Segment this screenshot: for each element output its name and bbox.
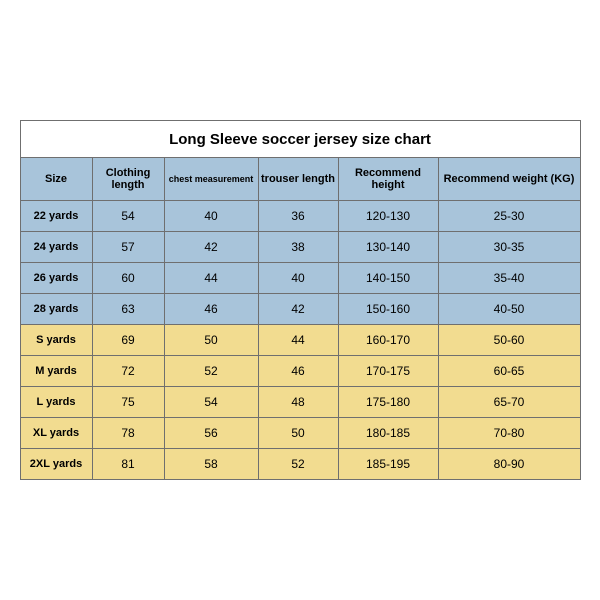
- table-title: Long Sleeve soccer jersey size chart: [20, 121, 580, 158]
- value-cell: 65-70: [438, 387, 580, 418]
- value-cell: 38: [258, 232, 338, 263]
- value-cell: 140-150: [338, 263, 438, 294]
- col-header-recommend-height: Recommend height: [338, 158, 438, 201]
- value-cell: 52: [164, 356, 258, 387]
- table-row: 24 yards574238130-14030-35: [20, 232, 580, 263]
- value-cell: 48: [258, 387, 338, 418]
- value-cell: 54: [164, 387, 258, 418]
- page-container: Long Sleeve soccer jersey size chart Siz…: [0, 0, 600, 600]
- value-cell: 25-30: [438, 201, 580, 232]
- table-row: 28 yards634642150-16040-50: [20, 294, 580, 325]
- value-cell: 40: [258, 263, 338, 294]
- value-cell: 50-60: [438, 325, 580, 356]
- value-cell: 36: [258, 201, 338, 232]
- table-row: XL yards785650180-18570-80: [20, 418, 580, 449]
- table-row: S yards695044160-17050-60: [20, 325, 580, 356]
- size-cell: 2XL yards: [20, 449, 92, 480]
- table-row: 22 yards544036120-13025-30: [20, 201, 580, 232]
- size-cell: L yards: [20, 387, 92, 418]
- value-cell: 60: [92, 263, 164, 294]
- size-chart-table: Long Sleeve soccer jersey size chart Siz…: [20, 120, 581, 480]
- size-cell: M yards: [20, 356, 92, 387]
- value-cell: 52: [258, 449, 338, 480]
- value-cell: 150-160: [338, 294, 438, 325]
- value-cell: 40-50: [438, 294, 580, 325]
- value-cell: 58: [164, 449, 258, 480]
- value-cell: 30-35: [438, 232, 580, 263]
- size-cell: 28 yards: [20, 294, 92, 325]
- size-cell: 22 yards: [20, 201, 92, 232]
- value-cell: 72: [92, 356, 164, 387]
- size-cell: XL yards: [20, 418, 92, 449]
- col-header-size: Size: [20, 158, 92, 201]
- value-cell: 46: [164, 294, 258, 325]
- value-cell: 44: [258, 325, 338, 356]
- table-row: M yards725246170-17560-65: [20, 356, 580, 387]
- value-cell: 80-90: [438, 449, 580, 480]
- value-cell: 185-195: [338, 449, 438, 480]
- value-cell: 160-170: [338, 325, 438, 356]
- value-cell: 180-185: [338, 418, 438, 449]
- size-cell: 24 yards: [20, 232, 92, 263]
- value-cell: 50: [258, 418, 338, 449]
- col-header-trouser-length: trouser length: [258, 158, 338, 201]
- value-cell: 175-180: [338, 387, 438, 418]
- value-cell: 54: [92, 201, 164, 232]
- value-cell: 120-130: [338, 201, 438, 232]
- value-cell: 42: [258, 294, 338, 325]
- table-row: L yards755448175-18065-70: [20, 387, 580, 418]
- value-cell: 130-140: [338, 232, 438, 263]
- size-cell: 26 yards: [20, 263, 92, 294]
- size-cell: S yards: [20, 325, 92, 356]
- value-cell: 81: [92, 449, 164, 480]
- table-row: 26 yards604440140-15035-40: [20, 263, 580, 294]
- value-cell: 78: [92, 418, 164, 449]
- value-cell: 56: [164, 418, 258, 449]
- value-cell: 60-65: [438, 356, 580, 387]
- col-header-chest: chest measurement: [164, 158, 258, 201]
- header-row: Size Clothing length chest measurement t…: [20, 158, 580, 201]
- value-cell: 44: [164, 263, 258, 294]
- value-cell: 69: [92, 325, 164, 356]
- value-cell: 50: [164, 325, 258, 356]
- title-row: Long Sleeve soccer jersey size chart: [20, 121, 580, 158]
- value-cell: 35-40: [438, 263, 580, 294]
- col-header-recommend-weight: Recommend weight (KG): [438, 158, 580, 201]
- value-cell: 75: [92, 387, 164, 418]
- value-cell: 42: [164, 232, 258, 263]
- table-row: 2XL yards815852185-19580-90: [20, 449, 580, 480]
- value-cell: 63: [92, 294, 164, 325]
- col-header-clothing-length: Clothing length: [92, 158, 164, 201]
- value-cell: 40: [164, 201, 258, 232]
- value-cell: 46: [258, 356, 338, 387]
- value-cell: 57: [92, 232, 164, 263]
- value-cell: 70-80: [438, 418, 580, 449]
- value-cell: 170-175: [338, 356, 438, 387]
